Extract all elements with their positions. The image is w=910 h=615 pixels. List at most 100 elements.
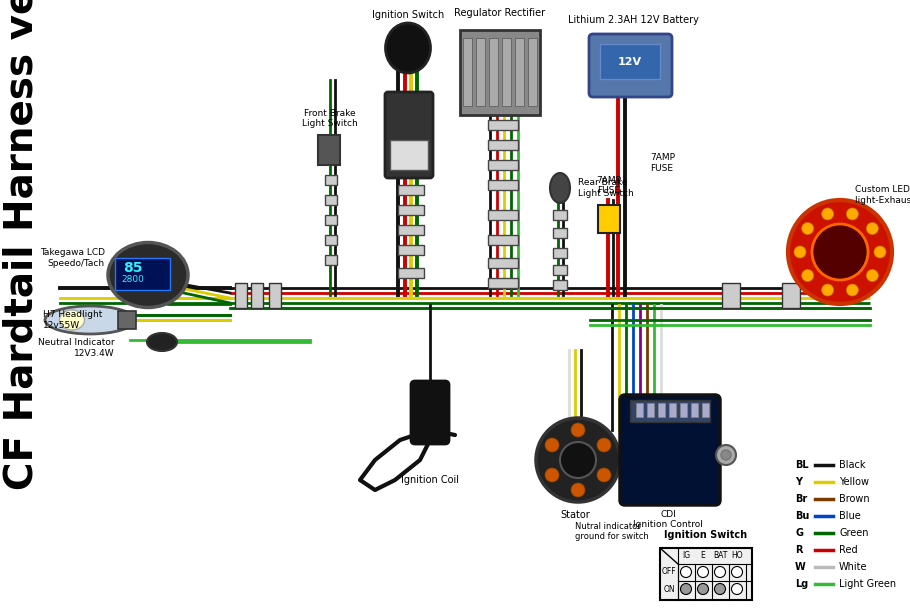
Circle shape [822,284,834,296]
Bar [636,403,643,417]
Bar [658,403,665,417]
Circle shape [802,223,814,234]
Bar [488,140,518,150]
Bar [553,280,567,290]
Text: OFF: OFF [662,568,676,576]
Text: Br: Br [795,494,807,504]
Circle shape [545,468,559,482]
Text: 7AMP
FUSE: 7AMP FUSE [596,176,622,195]
Circle shape [721,450,731,460]
Circle shape [802,269,814,282]
Text: 85: 85 [123,261,143,275]
Bar [553,248,567,258]
Bar [398,245,424,255]
Text: Red: Red [839,545,857,555]
Text: CF Hardtail Harness ver.2: CF Hardtail Harness ver.2 [3,0,41,490]
Ellipse shape [45,306,135,334]
Text: 2800: 2800 [122,274,145,284]
Circle shape [681,584,692,595]
Bar [553,265,567,275]
Text: Bu: Bu [795,511,809,521]
Text: Lithium 2.3AH 12V Battery: Lithium 2.3AH 12V Battery [568,15,699,25]
Bar [390,140,428,170]
Bar [782,283,800,308]
Circle shape [560,442,596,478]
Text: G: G [795,528,803,538]
Circle shape [697,584,709,595]
Bar [398,185,424,195]
Circle shape [681,566,692,577]
Circle shape [812,224,868,280]
Bar [398,268,424,278]
Bar [251,283,263,308]
Text: Yellow: Yellow [839,477,869,487]
Circle shape [597,438,611,452]
Text: R: R [795,545,803,555]
Bar [702,403,709,417]
Text: HO: HO [732,552,743,560]
Circle shape [545,438,559,452]
Bar [325,175,337,185]
FancyBboxPatch shape [385,92,433,178]
Text: Light Green: Light Green [839,579,896,589]
Circle shape [597,468,611,482]
Circle shape [714,584,725,595]
Circle shape [697,566,709,577]
Ellipse shape [550,173,570,203]
FancyBboxPatch shape [620,395,720,505]
Bar [630,400,710,422]
Circle shape [571,423,585,437]
Text: Nutral indicator
ground for switch: Nutral indicator ground for switch [575,522,649,541]
Bar [691,403,698,417]
Bar [598,205,620,233]
Text: Ignition Switch: Ignition Switch [664,530,747,540]
Bar [669,403,676,417]
Text: Regulator Rectifier: Regulator Rectifier [454,8,546,18]
Circle shape [794,246,806,258]
Circle shape [571,483,585,497]
Text: Front Brake
Light Switch: Front Brake Light Switch [302,109,358,128]
Text: Lg: Lg [795,579,808,589]
Text: Y: Y [795,477,802,487]
FancyBboxPatch shape [411,381,449,444]
Bar [235,283,247,308]
Bar [488,258,518,268]
Bar [489,38,498,106]
Circle shape [788,200,892,304]
Bar [325,255,337,265]
Text: BL: BL [795,460,809,470]
Circle shape [732,566,743,577]
Text: Custom LED Tail
light-Exhaust tip: Custom LED Tail light-Exhaust tip [855,185,910,205]
Circle shape [866,269,878,282]
Text: W: W [795,562,805,572]
Text: Stator: Stator [561,510,590,520]
Text: IG: IG [682,552,690,560]
Bar [118,311,136,329]
Text: 12V: 12V [618,57,642,67]
Circle shape [846,208,858,220]
Text: Rear Brake
Light Switch: Rear Brake Light Switch [578,178,633,197]
Bar [460,30,540,115]
Bar [488,210,518,220]
Bar [660,548,752,600]
Circle shape [536,418,620,502]
Circle shape [874,246,886,258]
Text: H7 Headlight
12v55W: H7 Headlight 12v55W [43,311,102,330]
Bar [488,180,518,190]
Bar [600,44,660,79]
Text: BAT: BAT [713,552,727,560]
Bar [488,278,518,288]
Bar [463,38,472,106]
Text: ON: ON [663,584,675,593]
Circle shape [714,566,725,577]
Bar [325,215,337,225]
Text: Blue: Blue [839,511,861,521]
Bar [488,160,518,170]
Ellipse shape [386,23,430,73]
Bar [647,403,654,417]
Bar [488,120,518,130]
Ellipse shape [108,242,188,308]
Text: Ignition Switch: Ignition Switch [372,10,444,20]
Circle shape [732,584,743,595]
Bar [325,235,337,245]
